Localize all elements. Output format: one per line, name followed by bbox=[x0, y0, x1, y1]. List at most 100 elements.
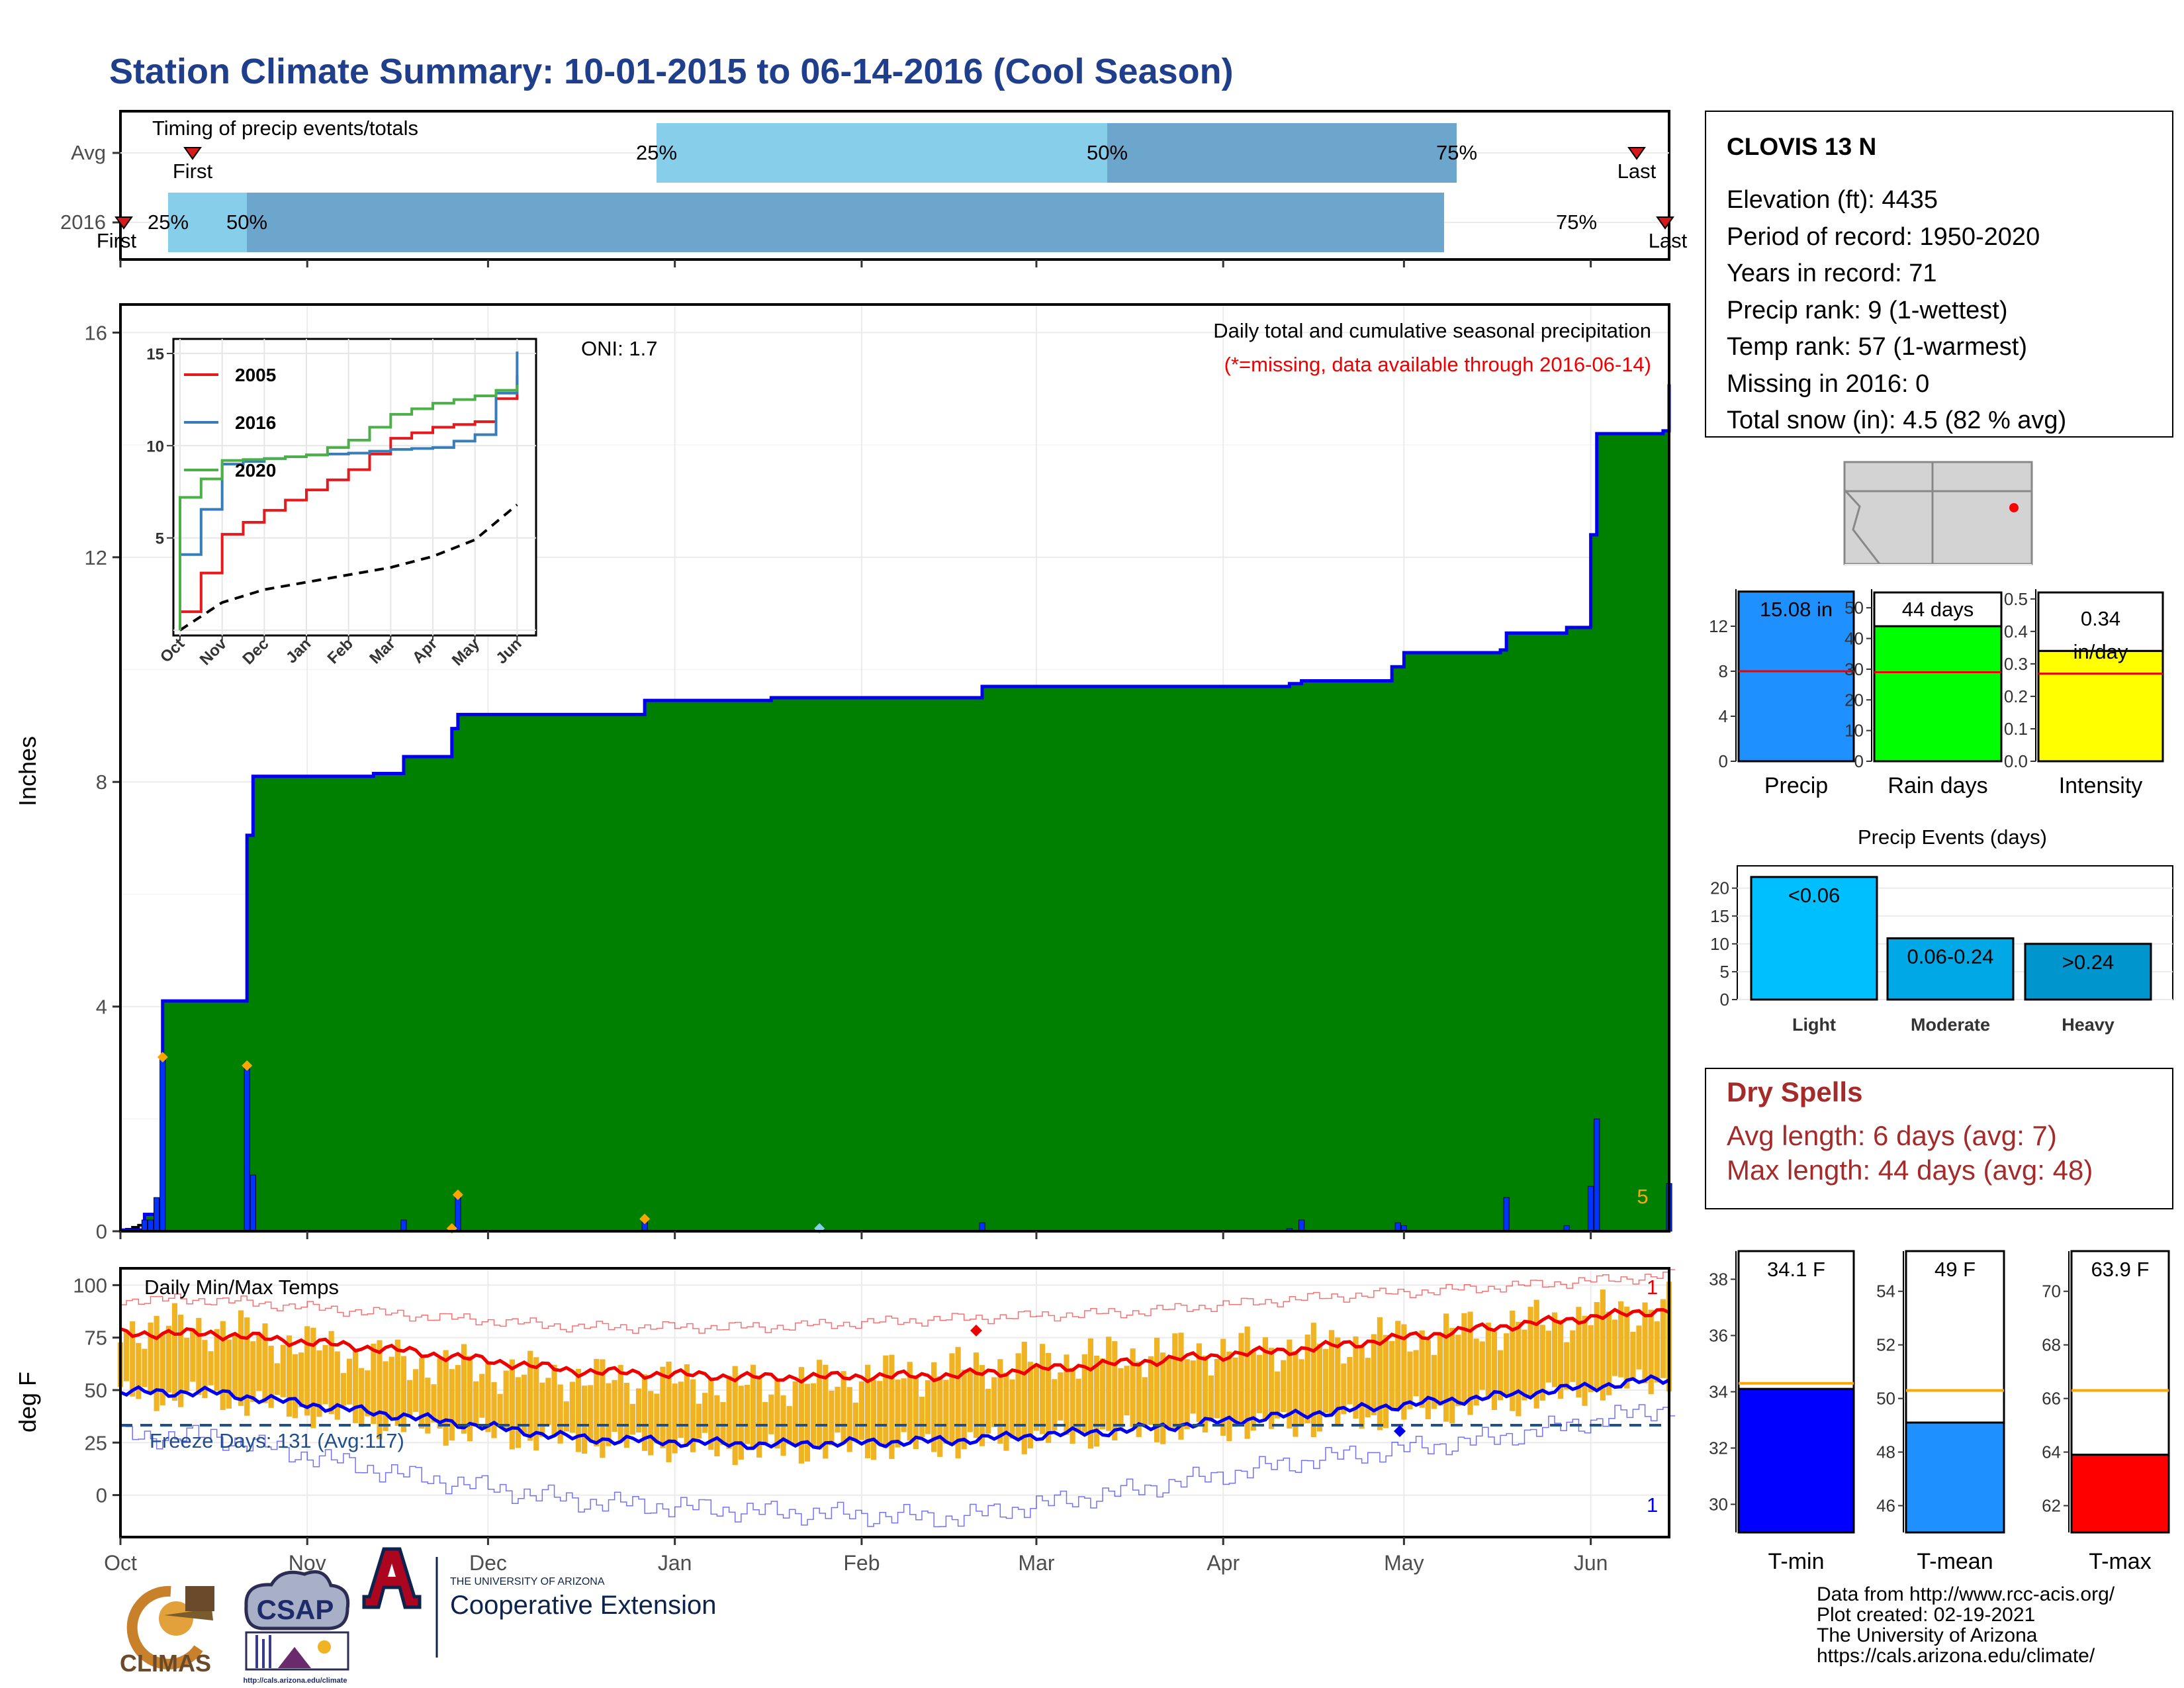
daily-temp-bar bbox=[443, 1350, 449, 1446]
daily-temp-bar bbox=[979, 1365, 985, 1446]
daily-temp-bar bbox=[497, 1393, 503, 1427]
summary-y-tick-label: 0.0 bbox=[2004, 751, 2028, 771]
temp-summary-category-label: T-min bbox=[1768, 1549, 1825, 1574]
daily-temp-bar bbox=[1184, 1359, 1190, 1429]
daily-temp-bar bbox=[1310, 1323, 1316, 1438]
station-years: Years in record: 71 bbox=[1727, 259, 1937, 287]
timing-panel: Timing of precip events/totals Avg 2016 … bbox=[60, 110, 1688, 261]
daily-temp-bar bbox=[165, 1325, 171, 1393]
daily-precip-bar bbox=[400, 1219, 407, 1232]
daily-temp-bar bbox=[148, 1323, 154, 1395]
daily-temp-bar bbox=[1202, 1355, 1208, 1433]
daily-temp-bar bbox=[1479, 1341, 1485, 1390]
daily-temp-bar bbox=[322, 1344, 328, 1405]
station-missing: Missing in 2016: 0 bbox=[1727, 370, 1929, 398]
temp-summary-y-tick-label: 64 bbox=[2042, 1442, 2061, 1462]
legend-2005: 2005 bbox=[235, 365, 276, 385]
daily-temp-bar bbox=[684, 1364, 690, 1445]
summary-bar-intensity: 0.0 0.1 0.2 0.3 0.4 0.5 0.34 in/day Intensity bbox=[2004, 589, 2164, 798]
daily-temp-bar bbox=[353, 1348, 359, 1423]
daily-temp-bar bbox=[1660, 1299, 1666, 1378]
record-low-count: 1 bbox=[1647, 1493, 1658, 1517]
daily-temp-bar bbox=[171, 1303, 178, 1401]
csap-url: http://cals.arizona.edu/climate bbox=[243, 1677, 347, 1685]
daily-temp-bar bbox=[1437, 1334, 1443, 1406]
daily-temp-bar bbox=[1052, 1379, 1058, 1430]
daily-temp-bar bbox=[762, 1401, 768, 1444]
summary-label-box bbox=[1873, 591, 2003, 628]
summary-bar-rain-days: 0 10 20 30 40 50 44 days Rain days bbox=[1844, 589, 2003, 798]
daily-temp-bar bbox=[1293, 1350, 1298, 1437]
daily-temp-bar bbox=[202, 1340, 208, 1399]
temp-summary-y-tick-label: 46 bbox=[1876, 1496, 1895, 1516]
daily-temp-bar bbox=[967, 1370, 973, 1432]
daily-temp-bar bbox=[1576, 1307, 1582, 1398]
daily-temp-bar bbox=[557, 1384, 563, 1444]
daily-temp-bar bbox=[1642, 1302, 1648, 1383]
daily-temp-bar bbox=[696, 1403, 702, 1439]
avg-last-marker bbox=[1627, 147, 1646, 160]
daily-temp-bar bbox=[846, 1387, 852, 1452]
temp-summary-y-tick-label: 32 bbox=[1709, 1438, 1728, 1458]
daily-temp-bar bbox=[1009, 1379, 1015, 1439]
daily-temp-bar bbox=[1238, 1333, 1244, 1427]
daily-temp-bar bbox=[1389, 1340, 1395, 1410]
daily-temp-bar bbox=[1630, 1331, 1636, 1380]
events-title: Precip Events (days) bbox=[1858, 825, 2047, 849]
daily-temp-bar bbox=[400, 1356, 407, 1432]
events-bar bbox=[2024, 943, 2152, 1001]
station-location-dot bbox=[2009, 503, 2019, 512]
daily-temp-bar bbox=[1033, 1363, 1040, 1431]
daily-temp-bar bbox=[1316, 1344, 1323, 1432]
station-box: CLOVIS 13 N Elevation (ft): 4435 Period … bbox=[1705, 111, 2173, 438]
daily-temp-bar bbox=[154, 1315, 159, 1411]
station-period: Period of record: 1950-2020 bbox=[1727, 223, 2040, 251]
daily-temp-bar bbox=[1443, 1313, 1449, 1422]
daily-temp-bar bbox=[1124, 1366, 1130, 1416]
daily-precip-bar bbox=[1298, 1219, 1305, 1232]
daily-temp-bar bbox=[1087, 1338, 1094, 1449]
csap-logo: CSAP http://cals.arizona.edu/climate bbox=[243, 1570, 350, 1685]
inset-line-2020 bbox=[179, 385, 519, 630]
ua-extension: Cooperative Extension bbox=[450, 1591, 716, 1620]
daily-temp-bar bbox=[286, 1335, 293, 1417]
daily-temp-bar bbox=[955, 1346, 961, 1459]
daily-precip-bar bbox=[141, 1219, 148, 1232]
daily-temp-bar bbox=[268, 1346, 274, 1408]
daily-temp-bar bbox=[786, 1406, 792, 1444]
daily-temp-bar bbox=[1491, 1331, 1498, 1410]
temp-summary-t-mean: 46 48 50 52 54 49 F T-mean bbox=[1876, 1250, 2005, 1574]
temp-summary-y-tick-label: 30 bbox=[1709, 1495, 1728, 1515]
daily-temp-bar bbox=[1624, 1306, 1630, 1389]
record-high-line bbox=[120, 1269, 1676, 1334]
daily-precip-bar bbox=[1588, 1186, 1594, 1232]
daily-temp-bar bbox=[232, 1335, 238, 1397]
daily-temp-bar bbox=[1365, 1358, 1371, 1418]
daily-temp-bar bbox=[606, 1383, 612, 1446]
temp-summary-t-min: 30 32 34 36 38 34.1 F T-min bbox=[1709, 1250, 1855, 1574]
daily-temp-bar bbox=[1075, 1378, 1081, 1432]
daily-temp-bar bbox=[804, 1383, 811, 1462]
daily-temp-bar bbox=[419, 1358, 425, 1429]
daily-temp-bar bbox=[455, 1365, 461, 1427]
daily-temp-bar bbox=[1419, 1330, 1425, 1408]
daily-precip-bar bbox=[244, 1065, 250, 1232]
daily-temp-bar bbox=[973, 1352, 979, 1438]
temp-summary-y-tick-label: 48 bbox=[1876, 1442, 1895, 1462]
summary-y-tick-label: 0.1 bbox=[2004, 719, 2028, 739]
daily-temp-bar bbox=[1232, 1357, 1238, 1427]
daily-temp-bar bbox=[1287, 1339, 1293, 1429]
daily-temp-bar bbox=[491, 1382, 497, 1438]
daily-temp-bar bbox=[1039, 1344, 1046, 1434]
daily-temp-bar bbox=[1383, 1335, 1389, 1429]
summary-y-tick-label: 0.2 bbox=[2004, 686, 2028, 706]
daily-temp-bar bbox=[864, 1364, 871, 1458]
daily-temp-bar bbox=[1154, 1337, 1160, 1442]
temp-panel: 0 25 50 75 100 deg F Daily Min/Max Temps Fre… bbox=[14, 1267, 1676, 1538]
ua-name: THE UNIVERSITY OF ARIZONA bbox=[450, 1576, 605, 1587]
events-category-label: Moderate bbox=[1911, 1015, 1990, 1035]
daily-temp-bar bbox=[220, 1321, 226, 1411]
summary-y-tick-label: 0.5 bbox=[2004, 589, 2028, 609]
month-label: Feb bbox=[843, 1551, 880, 1575]
